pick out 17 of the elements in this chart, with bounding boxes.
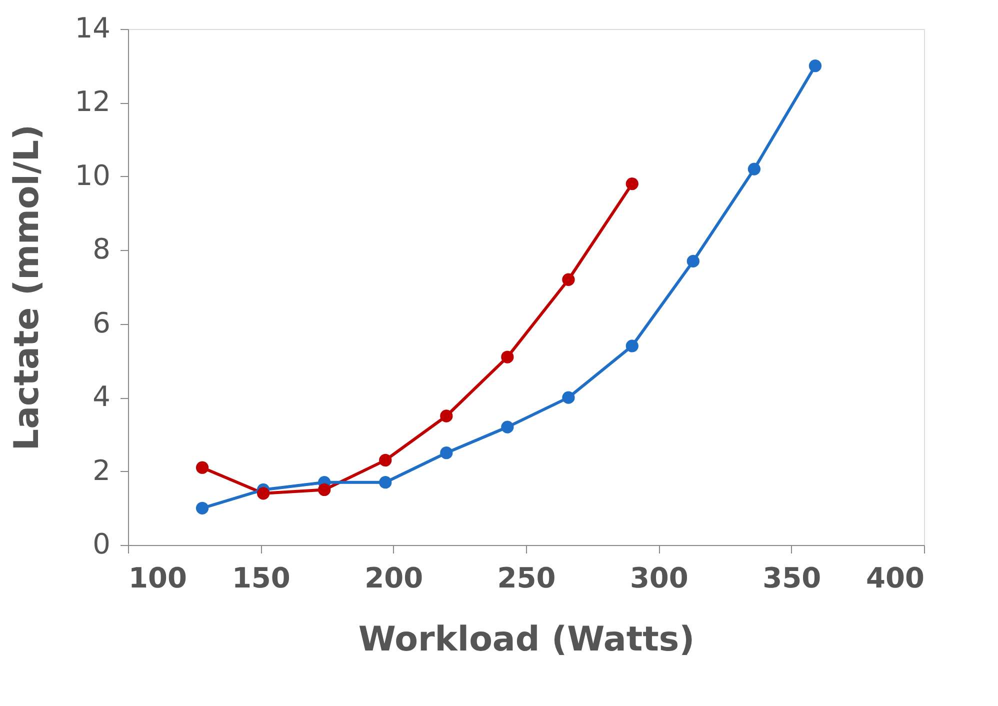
y-axis-title: Lactate (mmol/L) — [6, 124, 47, 451]
x-tick-label: 150 — [232, 562, 290, 594]
y-tick-label: 8 — [92, 232, 110, 266]
y-tick-label: 2 — [92, 454, 110, 487]
x-tick-label: 250 — [497, 562, 556, 594]
x-tick-label: 400 — [866, 562, 924, 594]
x-tick-label: 100 — [128, 562, 187, 594]
y-tick-label: 6 — [92, 306, 110, 340]
x-tick-label: 200 — [364, 562, 424, 594]
x-axis-title: Workload (Watts) — [358, 620, 695, 660]
y-tick-label: 12 — [74, 85, 110, 118]
x-tick-label: 300 — [630, 562, 688, 594]
y-tick-label: 14 — [74, 12, 110, 44]
y-tick-label: 0 — [92, 528, 110, 560]
y-tick-label: 10 — [74, 158, 110, 192]
y-tick-label: 4 — [92, 380, 110, 414]
x-tick-label: 350 — [762, 562, 822, 594]
